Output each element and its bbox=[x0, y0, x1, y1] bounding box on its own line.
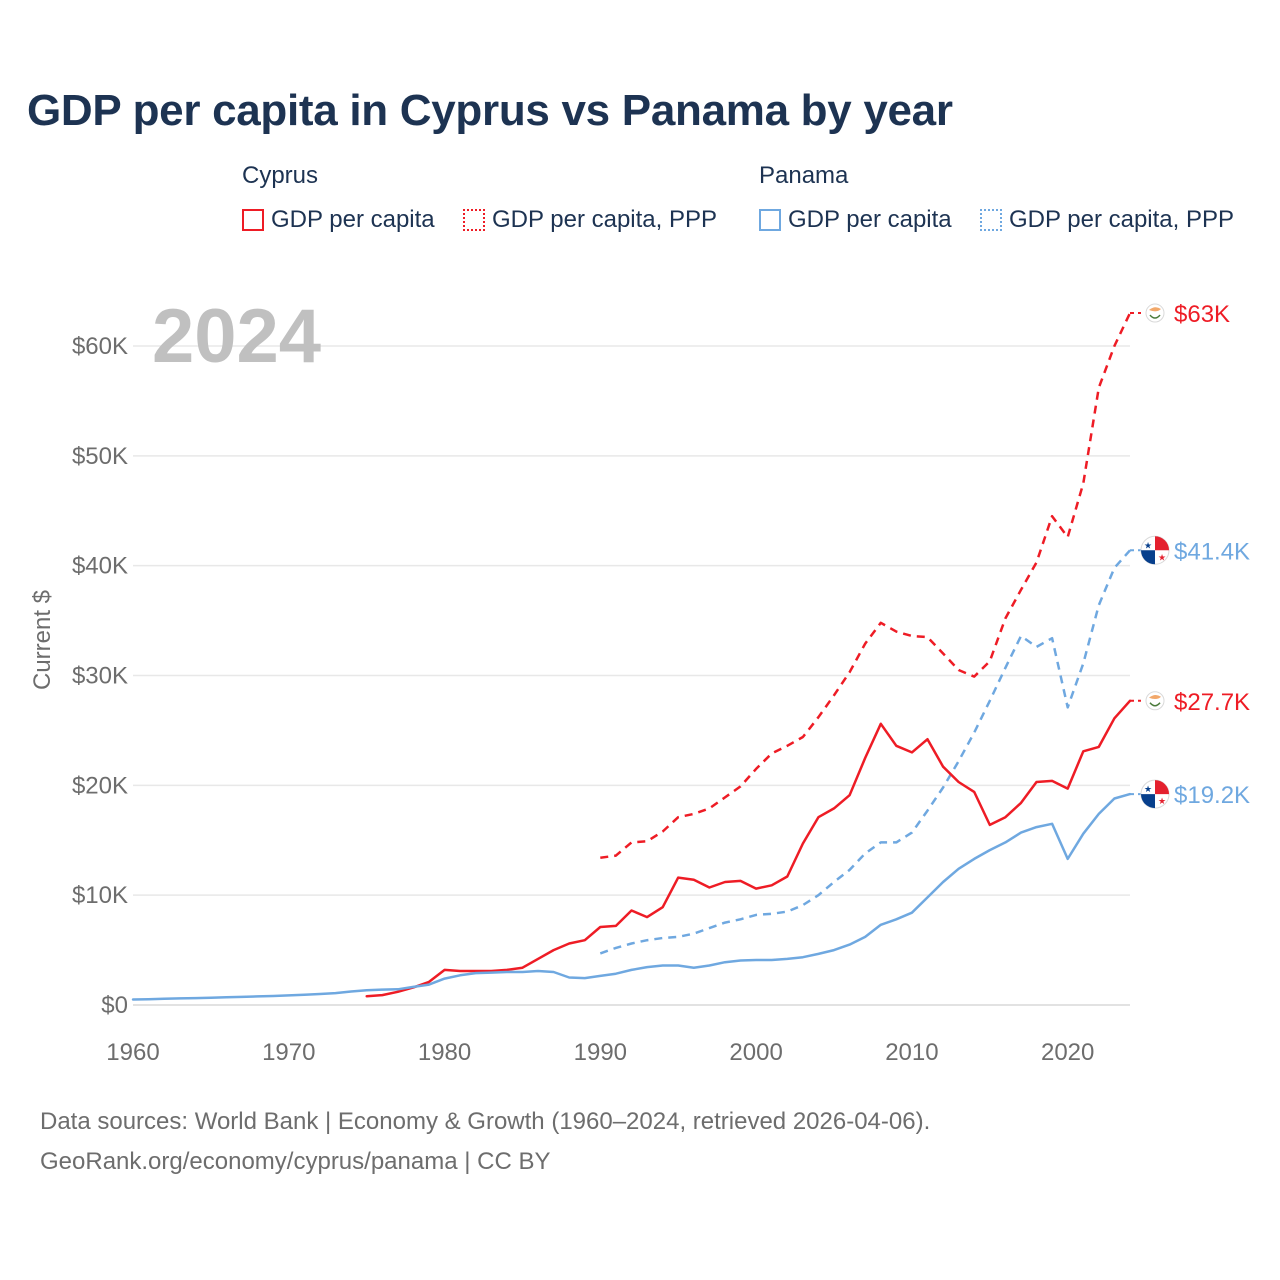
gridlines bbox=[133, 345, 1130, 1006]
footer-sources: Data sources: World Bank | Economy & Gro… bbox=[40, 1108, 931, 1135]
cyprus-flag-icon bbox=[1145, 303, 1165, 323]
y-axis-label: Current $ bbox=[29, 590, 56, 690]
panama-flag-blue-star: ★ bbox=[1144, 541, 1152, 551]
year-watermark: 2024 bbox=[152, 294, 321, 379]
y-tick-label: $10K bbox=[72, 882, 128, 909]
end-markers: $63K ★ ★ $41.4K $27.7K ★ ★ $19.2K bbox=[1130, 301, 1250, 809]
cyprus-flag-icon bbox=[1145, 691, 1165, 711]
panama-flag-red-star: ★ bbox=[1158, 553, 1166, 563]
x-tick-label: 1960 bbox=[106, 1039, 159, 1066]
y-tick-label: $20K bbox=[72, 772, 128, 799]
series-end-label: $63K bbox=[1174, 301, 1230, 328]
panama-flag-blue-quarter bbox=[1141, 794, 1155, 809]
x-tick-label: 2020 bbox=[1041, 1039, 1094, 1066]
legend-item-cyprus-gdp[interactable]: GDP per capita bbox=[242, 205, 435, 235]
series-line-2 bbox=[365, 699, 1132, 998]
footer-attribution: GeoRank.org/economy/cyprus/panama | CC B… bbox=[40, 1148, 551, 1175]
legend-item-label: GDP per capita, PPP bbox=[1009, 206, 1234, 233]
x-tick-label: 2000 bbox=[729, 1039, 782, 1066]
panama-flag-red-quarter bbox=[1155, 536, 1169, 551]
series-end-label: $27.7K bbox=[1174, 689, 1250, 716]
series-end-label: $19.2K bbox=[1174, 782, 1250, 809]
x-tick-label: 2010 bbox=[885, 1039, 938, 1066]
cyprus-flag-map bbox=[1149, 307, 1161, 312]
panama-flag-red-quarter bbox=[1155, 780, 1169, 795]
legend-swatch-dotted-blue bbox=[980, 209, 1002, 231]
y-tick-label: $60K bbox=[72, 333, 128, 360]
legend-item-label: GDP per capita, PPP bbox=[492, 206, 717, 233]
y-tick-label: $40K bbox=[72, 553, 128, 580]
legend-item-label: GDP per capita bbox=[271, 206, 435, 233]
y-tick-label: $50K bbox=[72, 443, 128, 470]
y-tick-label: $30K bbox=[72, 663, 128, 690]
legend-swatch-dotted-red bbox=[463, 209, 485, 231]
legend-group-cyprus: Cyprus bbox=[242, 162, 319, 189]
series-end-label: $41.4K bbox=[1174, 538, 1250, 565]
legend-group-panama: Panama bbox=[759, 162, 849, 189]
x-tick-label: 1980 bbox=[418, 1039, 471, 1066]
axis-ticks: $0 $10K $20K $30K $40K $50K $60K 1960 1970 1980 19… bbox=[72, 333, 1094, 1066]
legend-item-panama-gdp[interactable]: GDP per capita bbox=[759, 205, 952, 235]
cyprus-flag-branches bbox=[1149, 702, 1161, 707]
series-line-1 bbox=[599, 549, 1131, 955]
panama-flag-blue-quarter bbox=[1141, 550, 1155, 565]
chart-title: GDP per capita in Cyprus vs Panama by ye… bbox=[27, 86, 953, 135]
legend-item-cyprus-gdp-ppp[interactable]: GDP per capita, PPP bbox=[463, 205, 717, 235]
x-tick-label: 1970 bbox=[262, 1039, 315, 1066]
legend-item-label: GDP per capita bbox=[788, 206, 952, 233]
panama-flag-red-star: ★ bbox=[1158, 797, 1166, 807]
legend-item-panama-gdp-ppp[interactable]: GDP per capita, PPP bbox=[980, 205, 1234, 235]
panama-flag-blue-star: ★ bbox=[1144, 785, 1152, 795]
series-line-3 bbox=[131, 792, 1132, 1001]
y-tick-label: $0 bbox=[101, 992, 128, 1019]
series-line-0 bbox=[600, 312, 1132, 860]
cyprus-flag-branches bbox=[1149, 314, 1161, 319]
legend-swatch-solid-red bbox=[242, 209, 264, 231]
legend-swatch-solid-blue bbox=[759, 209, 781, 231]
x-tick-label: 1990 bbox=[574, 1039, 627, 1066]
cyprus-flag-map bbox=[1149, 694, 1161, 700]
series-lines bbox=[131, 312, 1132, 1001]
